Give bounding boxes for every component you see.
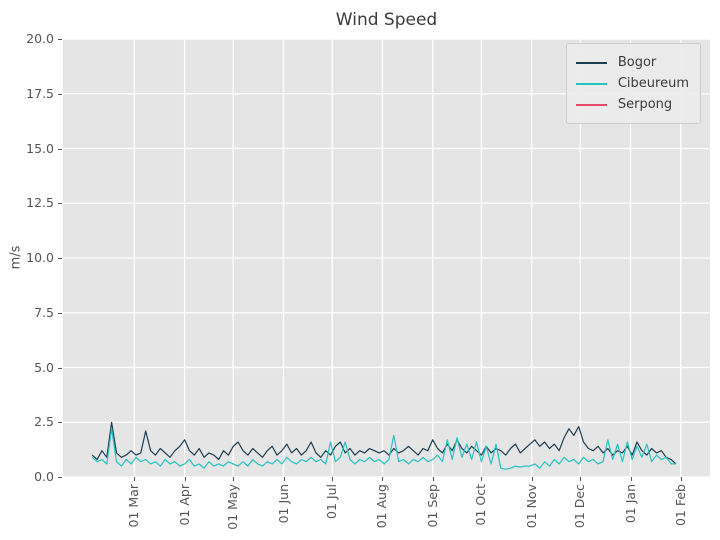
y-tick-mark xyxy=(58,312,62,314)
legend-item-bogor: Bogor xyxy=(575,52,689,73)
x-tick-label: 01 Jun xyxy=(275,484,291,524)
y-tick-mark xyxy=(58,367,62,369)
plot-area: Bogor Cibeureum Serpong xyxy=(63,39,710,477)
y-tick-label: 15.0 xyxy=(26,140,54,156)
y-tick-mark xyxy=(58,258,62,259)
x-tick-label: 01 Dec xyxy=(572,484,588,529)
y-tick-label: 2.5 xyxy=(34,414,54,430)
legend-label: Bogor xyxy=(617,55,657,70)
plot-svg xyxy=(63,39,710,477)
x-tick-mark xyxy=(184,477,186,481)
y-tick-label: 0.0 xyxy=(34,469,54,484)
y-tick-mark xyxy=(58,477,62,478)
legend-item-cibeureum: Cibeureum xyxy=(575,73,689,94)
series-line-cibeureum xyxy=(91,428,676,470)
x-tick-mark xyxy=(531,477,533,481)
x-tick-label: 01 Feb xyxy=(672,484,688,527)
chart-title: Wind Speed xyxy=(335,10,438,30)
y-tick-label: 12.5 xyxy=(26,195,54,211)
x-tick-mark xyxy=(332,477,334,481)
x-tick-mark xyxy=(283,477,285,481)
y-tick-mark xyxy=(58,203,62,205)
legend-swatch xyxy=(575,82,607,85)
legend-item-serpong: Serpong xyxy=(575,94,689,115)
y-tick-label: 7.5 xyxy=(34,304,54,320)
x-tick-mark xyxy=(481,477,483,481)
x-tick-mark xyxy=(233,477,235,481)
legend-label: Cibeureum xyxy=(617,76,689,91)
x-tick-label: 01 Jul xyxy=(324,484,340,519)
y-tick-label: 20.0 xyxy=(26,31,54,46)
y-tick-mark xyxy=(58,148,62,150)
y-tick-mark xyxy=(58,39,62,40)
legend: Bogor Cibeureum Serpong xyxy=(565,43,701,124)
y-tick-label: 5.0 xyxy=(34,359,54,375)
x-tick-mark xyxy=(580,477,582,481)
x-tick-label: 01 Apr xyxy=(176,484,192,526)
x-tick-label: 01 Nov xyxy=(523,484,539,529)
y-tick-label: 10.0 xyxy=(26,250,54,265)
x-tick-label: 01 Oct xyxy=(473,484,489,526)
x-tick-mark xyxy=(382,477,384,481)
x-tick-mark xyxy=(680,477,682,481)
y-tick-mark xyxy=(58,93,62,95)
x-tick-label: 01 Jan xyxy=(622,484,638,524)
legend-swatch xyxy=(575,61,607,64)
series-line-bogor xyxy=(91,421,677,465)
legend-swatch xyxy=(575,103,607,106)
y-tick-mark xyxy=(58,422,62,424)
legend-label: Serpong xyxy=(617,97,673,112)
x-tick-mark xyxy=(134,477,136,481)
x-tick-mark xyxy=(432,477,434,481)
x-tick-label: 01 Mar xyxy=(126,484,142,528)
y-tick-label: 17.5 xyxy=(26,85,54,101)
x-tick-label: 01 Sep xyxy=(424,484,440,528)
x-tick-label: 01 May xyxy=(225,484,241,530)
x-tick-mark xyxy=(630,477,632,481)
x-tick-label: 01 Aug xyxy=(374,484,390,529)
